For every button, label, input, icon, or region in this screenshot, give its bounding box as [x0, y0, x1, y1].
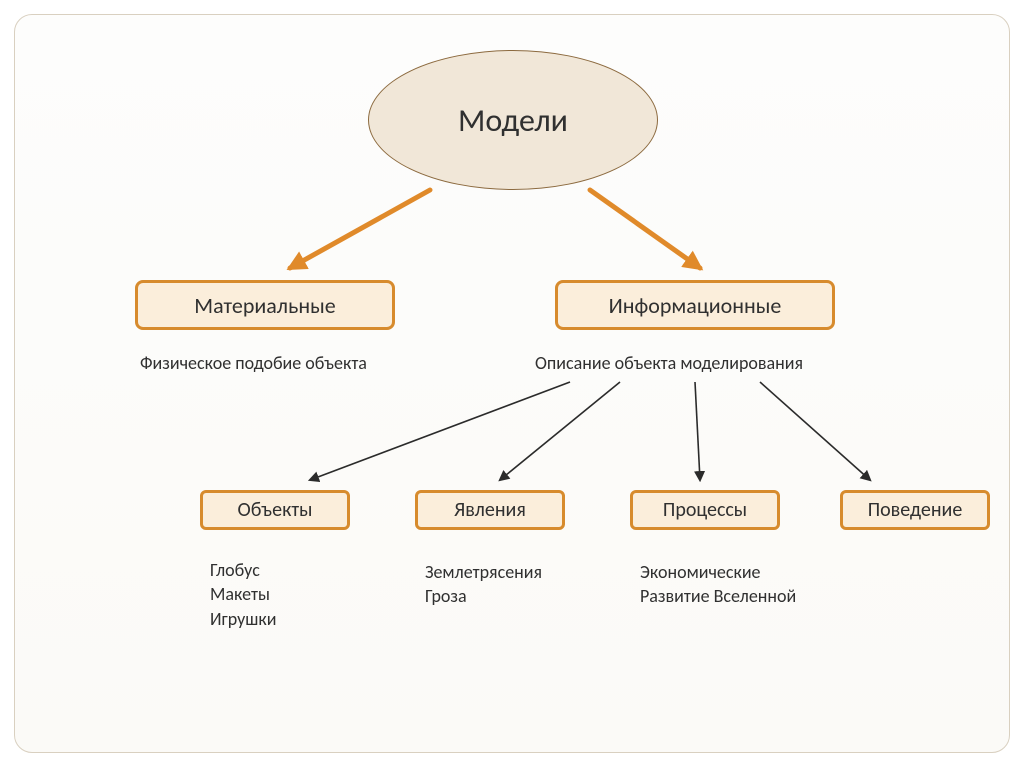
leaf-label: Явления: [454, 498, 526, 522]
level1-node-information: Информационные: [555, 280, 835, 330]
level1-label: Информационные: [609, 292, 782, 319]
leaf-examples: Глобус Макеты Игрушки: [210, 558, 276, 631]
leaf-label: Поведение: [868, 498, 963, 522]
leaf-node: Процессы: [630, 490, 780, 530]
leaf-examples: Экономические Развитие Вселенной: [640, 560, 796, 609]
leaf-node: Явления: [415, 490, 565, 530]
level1-subtitle: Физическое подобие объекта: [140, 352, 367, 374]
root-node: Модели: [368, 50, 658, 190]
leaf-node: Объекты: [200, 490, 350, 530]
leaf-label: Объекты: [238, 498, 313, 522]
level1-subtitle: Описание объекта моделирования: [535, 352, 803, 374]
level1-node-material: Материальные: [135, 280, 395, 330]
leaf-label: Процессы: [663, 498, 747, 522]
slide-canvas: Модели Материальные Физическое подобие об…: [0, 0, 1024, 767]
root-label: Модели: [458, 101, 568, 140]
leaf-examples: Землетрясения Гроза: [425, 560, 542, 609]
level1-label: Материальные: [194, 292, 335, 319]
leaf-node: Поведение: [840, 490, 990, 530]
